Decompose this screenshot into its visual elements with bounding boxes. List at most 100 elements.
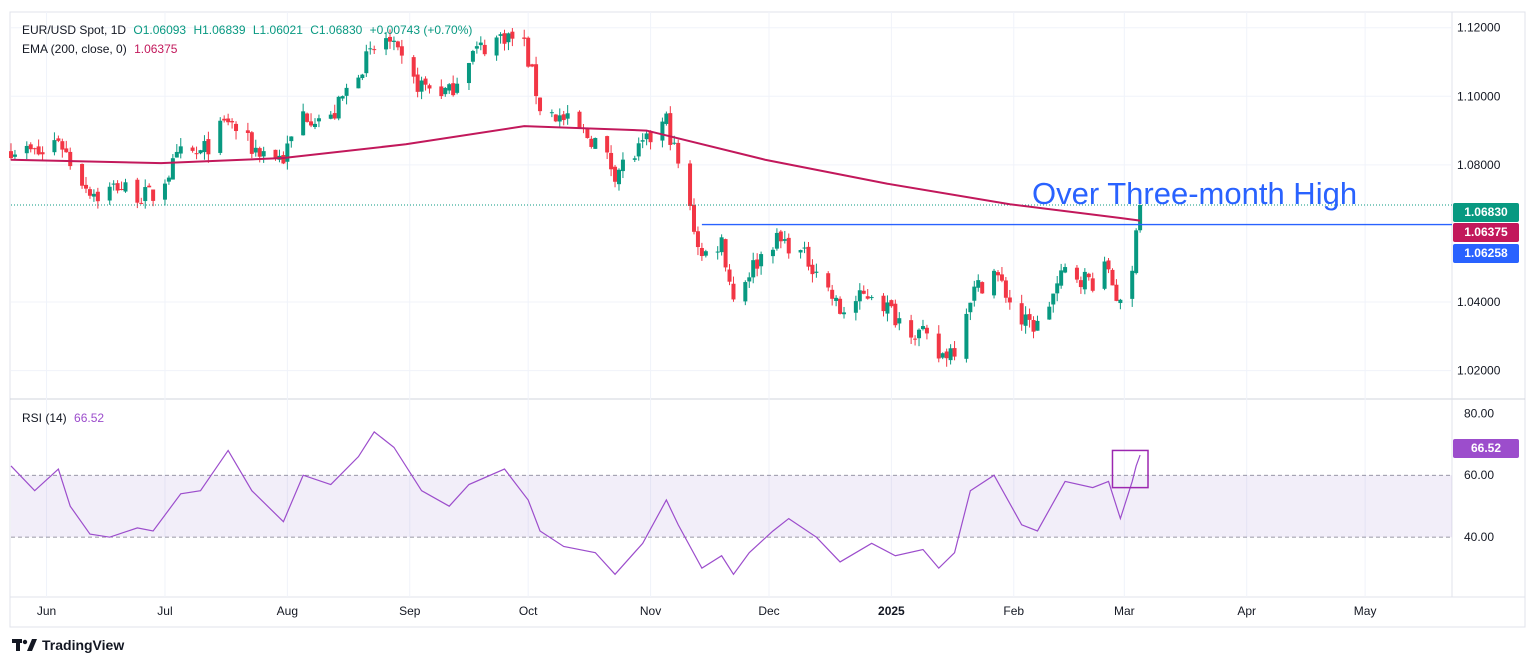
- candle-body: [972, 286, 977, 301]
- candle-body: [917, 329, 922, 339]
- candle-body: [12, 154, 17, 157]
- candle-body: [782, 239, 787, 241]
- candle-body: [502, 33, 507, 44]
- candle-body: [806, 246, 811, 267]
- candle-body: [585, 128, 590, 139]
- candle-body: [423, 78, 428, 85]
- time-tick-label: 2025: [878, 604, 905, 618]
- candle-body: [261, 151, 266, 157]
- candle-body: [561, 114, 566, 121]
- price-tick-label: 1.10000: [1457, 89, 1501, 103]
- candle-body: [368, 48, 373, 50]
- candle-body: [178, 146, 183, 154]
- time-tick-label: Oct: [519, 604, 538, 618]
- candle-body: [830, 289, 835, 299]
- candle-body: [814, 271, 819, 273]
- candle-body: [964, 313, 969, 359]
- candle-body: [372, 49, 377, 51]
- candle-body: [301, 111, 306, 136]
- candle-body: [948, 348, 953, 361]
- candle-body: [648, 131, 653, 143]
- rsi-band: [11, 475, 1452, 538]
- candle-body: [857, 290, 862, 302]
- candle-body: [944, 351, 949, 359]
- candle-body: [478, 42, 483, 46]
- candle-body: [328, 114, 333, 119]
- candle-body: [391, 40, 396, 42]
- open-value: O1.06093: [133, 23, 187, 37]
- candle-body: [620, 159, 625, 172]
- candle-body: [443, 87, 448, 95]
- candle-body: [166, 177, 171, 182]
- candle-body: [885, 302, 890, 314]
- candle-body: [202, 141, 207, 153]
- chart-annotation: Over Three-month High: [1032, 176, 1358, 211]
- candle-body: [747, 277, 752, 282]
- candle-body: [119, 189, 124, 191]
- candle-body: [640, 140, 645, 142]
- candle-body: [419, 80, 424, 92]
- candle-body: [399, 46, 404, 56]
- candle-body: [1082, 271, 1087, 290]
- candle-body: [360, 74, 365, 79]
- candle-body: [309, 121, 314, 126]
- candle-body: [723, 239, 728, 268]
- candle-body: [952, 348, 957, 357]
- candle-body: [865, 296, 870, 299]
- candle-body: [826, 273, 831, 288]
- candle-body: [853, 301, 858, 313]
- candle-body: [668, 113, 673, 145]
- candle-body: [28, 144, 33, 150]
- candle-body: [115, 183, 120, 191]
- candle-body: [64, 148, 69, 153]
- candle-body: [1134, 230, 1139, 274]
- candle-body: [688, 163, 693, 206]
- candle-body: [636, 143, 641, 157]
- candle-body: [913, 338, 918, 340]
- candle-body: [95, 191, 100, 202]
- candle-body: [534, 64, 539, 97]
- candle-body: [770, 249, 775, 257]
- symbol-legend: EUR/USD Spot, 1D O1.06093 H1.06839 L1.06…: [22, 23, 476, 37]
- candle-body: [447, 84, 452, 91]
- level-price-tag: 1.06258: [1453, 244, 1519, 263]
- time-tick-label: Aug: [277, 604, 298, 618]
- candle-series: [9, 28, 1143, 367]
- time-tick-label: Sep: [399, 604, 421, 618]
- candle-body: [80, 163, 85, 186]
- candle-body: [273, 149, 278, 159]
- rsi-tick-label: 80.00: [1464, 406, 1494, 420]
- candle-body: [257, 148, 262, 157]
- candle-body: [774, 232, 779, 249]
- candle-body: [332, 113, 337, 119]
- candle-body: [206, 139, 211, 155]
- price-tick-label: 1.08000: [1457, 158, 1501, 172]
- candle-body: [881, 295, 886, 312]
- candle-body: [940, 353, 945, 358]
- candle-body: [316, 118, 321, 122]
- candle-body: [1086, 273, 1091, 278]
- candle-body: [56, 138, 61, 141]
- candle-body: [466, 63, 471, 84]
- candle-body: [838, 298, 843, 314]
- candle-body: [1102, 261, 1107, 289]
- candle-body: [68, 151, 73, 167]
- candle-body: [506, 33, 511, 43]
- tradingview-logo[interactable]: TradingView: [12, 637, 124, 653]
- candle-body: [253, 147, 258, 153]
- brand-name: TradingView: [42, 637, 125, 653]
- ema-value: 1.06375: [134, 42, 178, 56]
- candle-body: [107, 186, 112, 201]
- candle-body: [1003, 280, 1008, 298]
- candle-body: [565, 113, 570, 119]
- candle-body: [1059, 270, 1064, 286]
- candle-body: [869, 297, 874, 299]
- candle-body: [609, 152, 614, 170]
- candle-body: [170, 158, 175, 180]
- candle-body: [234, 123, 239, 132]
- candle-body: [553, 114, 558, 122]
- chart-border: [9, 11, 1526, 628]
- candle-body: [344, 87, 349, 96]
- candle-body: [36, 146, 41, 155]
- candle-body: [810, 264, 815, 275]
